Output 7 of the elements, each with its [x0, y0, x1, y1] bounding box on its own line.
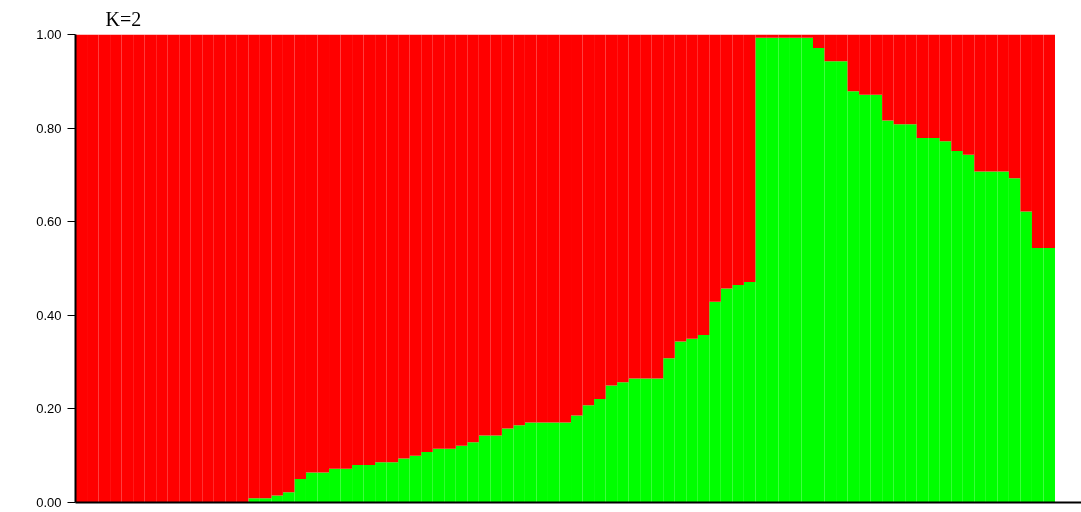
y-tick-label: 0.40 — [36, 307, 62, 323]
chart-title: K=2 — [105, 7, 142, 30]
y-tick-label: 0.00 — [36, 495, 62, 510]
y-tick-label: 0.80 — [36, 120, 62, 136]
y-tick-label: 0.20 — [36, 401, 62, 417]
y-tick-label: 1.00 — [36, 27, 62, 42]
y-tick-label: 0.60 — [36, 214, 62, 230]
